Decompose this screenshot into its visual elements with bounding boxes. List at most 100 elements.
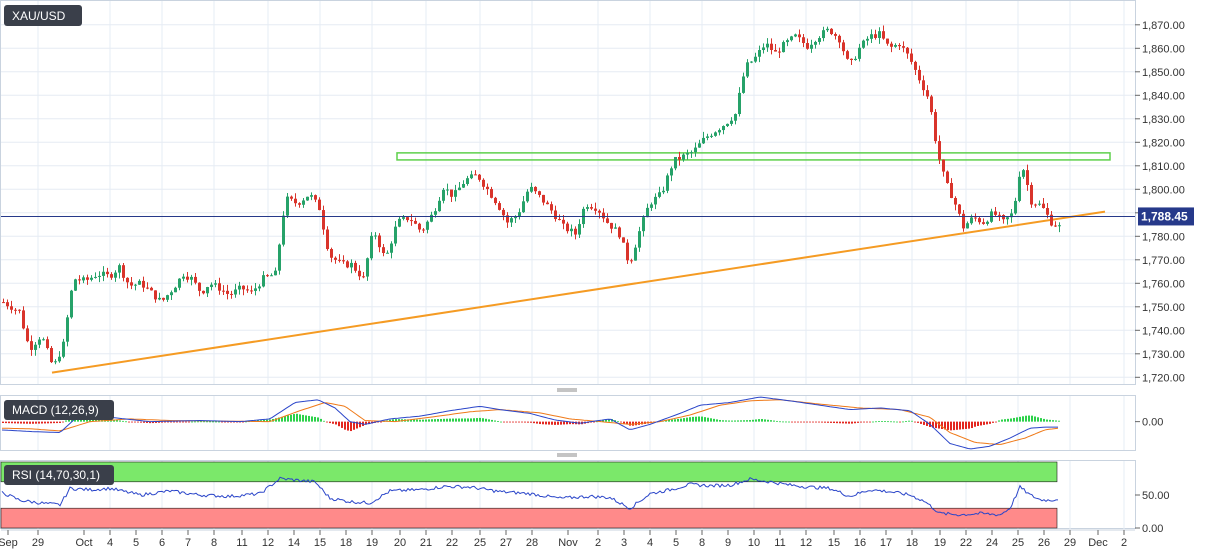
macd-histogram-bar: [407, 419, 409, 422]
macd-histogram-bar: [203, 421, 205, 423]
candle-body: [306, 196, 309, 201]
time-tick-label: 3: [621, 537, 627, 549]
rsi-label: RSI (14,70,30,1): [12, 468, 100, 482]
macd-histogram-bar: [506, 421, 508, 423]
macd-histogram-bar: [905, 421, 907, 422]
candle-body: [662, 190, 665, 193]
macd-histogram-bar: [434, 419, 436, 422]
macd-histogram-bar: [734, 420, 736, 422]
pane-splitter-2[interactable]: [557, 453, 577, 457]
candle-body: [18, 309, 21, 311]
time-tick-label: 4: [107, 537, 113, 549]
macd-histogram-bar: [737, 420, 739, 422]
time-tick-label: 8: [211, 537, 217, 549]
macd-histogram-bar: [2, 421, 4, 424]
candle-body: [206, 287, 209, 294]
macd-histogram-bar: [440, 418, 442, 422]
macd-histogram-bar: [14, 421, 16, 424]
candle-body: [122, 265, 125, 278]
candle-body: [1026, 170, 1029, 185]
macd-histogram-bar: [194, 421, 196, 423]
candle-body: [82, 277, 85, 281]
candle-body: [462, 183, 465, 188]
macd-histogram-bar: [518, 421, 520, 423]
price-panel-border: [0, 0, 1136, 385]
candle-body: [1018, 176, 1021, 201]
macd-histogram-bar: [17, 421, 19, 424]
candle-body: [6, 302, 9, 307]
macd-histogram-bar: [785, 421, 787, 423]
candle-body: [486, 186, 489, 190]
candle-body: [2, 302, 5, 304]
macd-histogram-bar: [920, 421, 922, 424]
macd-histogram-bar: [689, 417, 691, 422]
candle-body: [778, 51, 781, 53]
candle-body: [698, 143, 701, 148]
candle-body: [546, 202, 549, 205]
macd-histogram-bar: [1016, 417, 1018, 422]
rsi-badge: [4, 465, 114, 485]
candle-body: [170, 292, 173, 296]
candle-body: [666, 175, 669, 191]
candle-body: [918, 69, 921, 81]
candle-body: [682, 154, 685, 160]
time-tick-label: 21: [420, 537, 432, 549]
macd-histogram-bar: [23, 421, 25, 424]
price-tick-label: 1,830.00: [1142, 114, 1185, 126]
candle-body: [1034, 204, 1037, 206]
macd-histogram-bar: [320, 418, 322, 422]
time-axis: Sep 29 Oct 4 5 6 7 8 11 12 14 15 18 19 20 21 22 25 27 28 Nov…: [0, 529, 1135, 549]
macd-histogram-bar: [890, 421, 892, 423]
candlesticks: [2, 25, 1061, 365]
candle-body: [854, 58, 857, 61]
macd-histogram-bar: [212, 421, 214, 423]
macd-histogram-bar: [26, 421, 28, 424]
candle-body: [130, 282, 133, 286]
macd-histogram-bar: [305, 415, 307, 422]
candle-body: [174, 287, 177, 293]
time-tick-label: 14: [288, 537, 300, 549]
macd-histogram-bar: [308, 415, 310, 422]
macd-histogram-bar: [140, 421, 142, 423]
macd-histogram-bar: [476, 418, 478, 422]
macd-histogram-bar: [746, 420, 748, 422]
candle-body: [542, 194, 545, 203]
macd-histogram-bar: [950, 421, 952, 431]
pane-splitter-1[interactable]: [557, 388, 577, 392]
macd-histogram-bar: [8, 421, 10, 424]
candle-body: [50, 348, 53, 363]
candle-body: [246, 289, 249, 291]
candle-body: [618, 227, 621, 238]
candle-body: [1014, 200, 1017, 214]
candle-body: [602, 212, 605, 219]
macd-histogram-bar: [131, 421, 133, 423]
symbol-label: XAU/USD: [12, 9, 66, 23]
macd-histogram-bar: [119, 420, 121, 422]
candle-body: [882, 31, 885, 39]
candle-body: [286, 196, 289, 216]
macd-histogram-bar: [287, 415, 289, 422]
macd-histogram-bar: [779, 421, 781, 423]
macd-histogram-bar: [293, 414, 295, 422]
candle-body: [866, 38, 869, 41]
macd-histogram-bar: [857, 421, 859, 423]
macd-histogram-bar: [863, 421, 865, 423]
time-tick-label: 22: [446, 537, 458, 549]
macd-histogram-bar: [149, 421, 151, 424]
macd-histogram-bar: [743, 420, 745, 422]
macd-histogram-bar: [620, 421, 622, 423]
candle-body: [722, 126, 725, 131]
macd-histogram-bar: [974, 421, 976, 427]
macd-histogram-bar: [749, 420, 751, 422]
candle-body: [334, 257, 337, 260]
candle-body: [530, 186, 533, 192]
candle-body: [158, 297, 161, 300]
macd-histogram-bar: [116, 420, 118, 422]
macd-histogram-bar: [710, 418, 712, 422]
macd-histogram-bar: [464, 418, 466, 422]
candle-body: [950, 183, 953, 199]
candle-body: [538, 191, 541, 195]
candle-body: [874, 34, 877, 38]
candle-body: [222, 290, 225, 292]
candle-body: [510, 218, 513, 223]
